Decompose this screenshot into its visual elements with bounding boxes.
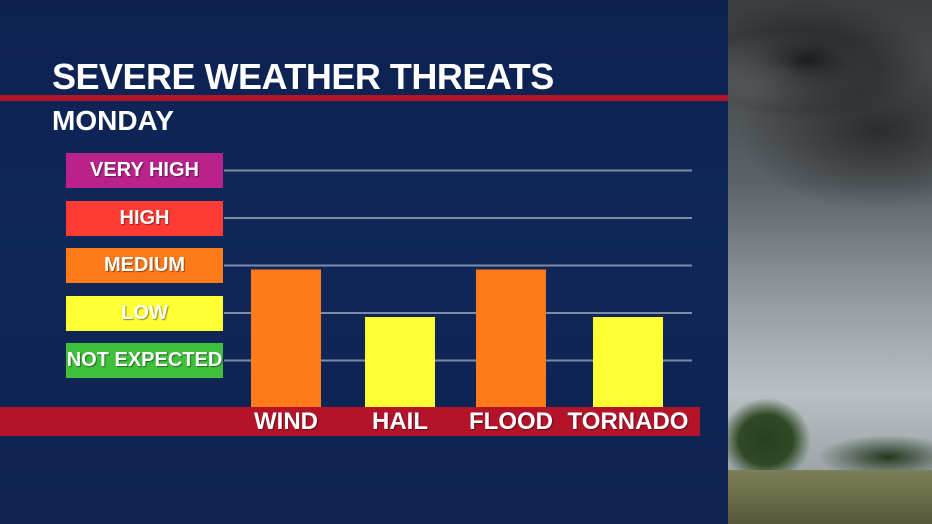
threat-bar-chart: [224, 169, 692, 408]
treeline-photo: [728, 395, 932, 480]
category-label-wind: WIND: [254, 407, 318, 435]
level-label-high: HIGH: [66, 200, 223, 236]
bar-hail: [365, 317, 435, 408]
level-label-medium: MEDIUM: [66, 248, 223, 283]
category-label-flood: FLOOD: [469, 407, 553, 435]
category-label-tornado: TORNADO: [567, 407, 689, 435]
page-title: SEVERE WEATHER THREATS: [52, 56, 554, 97]
field-photo: [728, 470, 932, 524]
category-band: [0, 407, 700, 436]
category-label-hail: HAIL: [372, 407, 428, 435]
level-label-not-expected: NOT EXPECTED: [66, 343, 223, 378]
bar-tornado: [593, 317, 663, 408]
day-subtitle: MONDAY: [52, 105, 174, 136]
level-label-very-high: VERY HIGH: [66, 153, 223, 188]
level-label-low: LOW: [66, 295, 223, 331]
title-divider: [0, 95, 728, 101]
bar-flood: [476, 269, 546, 408]
bar-wind: [251, 269, 321, 408]
